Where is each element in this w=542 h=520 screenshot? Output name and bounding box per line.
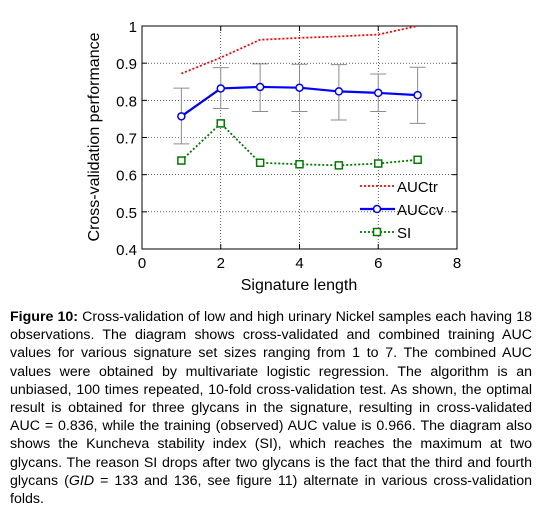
data-point-auccv — [413, 90, 422, 100]
y-tick-label: 0.6 — [116, 168, 137, 185]
grid — [142, 26, 457, 249]
data-point-auccv — [295, 83, 304, 92]
data-point-si — [216, 119, 225, 128]
caption-text: Cross-validation of low and high urinary… — [10, 309, 532, 489]
legend-label-auccv: AUCcv — [397, 202, 444, 219]
figure-caption: Figure 10: Cross-validation of low and h… — [10, 308, 532, 508]
caption-label: Figure 10: — [10, 309, 78, 325]
x-tick-label: 4 — [295, 255, 303, 272]
data-point-si — [413, 155, 422, 165]
x-tick-label: 0 — [138, 255, 146, 272]
data-point-si — [255, 158, 265, 168]
caption-text-end: = 133 and 136, see figure 11) alternate … — [10, 472, 532, 508]
data-point-auccv — [255, 82, 265, 92]
axis-ticks: 0.4 0.5 0.6 0.7 0.8 0.9 1 0 2 4 6 8 — [116, 19, 461, 272]
data-point-auccv — [177, 112, 186, 121]
data-point-si — [295, 160, 304, 169]
x-tick-label: 6 — [374, 255, 382, 272]
data-point-si — [334, 161, 344, 170]
data-point-auccv — [334, 87, 344, 96]
data-point-auccv — [216, 84, 225, 93]
data-point-auccv — [374, 88, 383, 98]
caption-gid: GID — [68, 472, 95, 489]
y-tick-label: 0.7 — [116, 131, 137, 148]
legend-marker-auccv — [372, 204, 382, 214]
legend-marker-si — [372, 227, 382, 237]
x-axis-label: Signature length — [241, 277, 358, 294]
series-layer — [173, 25, 426, 170]
series-line-auctr — [181, 25, 418, 75]
series-line-si — [180, 122, 418, 167]
legend: AUCtr AUCcv SI — [360, 179, 444, 242]
line-chart: 0.4 0.5 0.6 0.7 0.8 0.9 1 0 2 4 6 8 Signature lengt… — [86, 19, 461, 294]
legend-label-auctr: AUCtr — [397, 179, 438, 196]
y-tick-label: 0.4 — [116, 242, 137, 259]
x-tick-label: 8 — [453, 255, 461, 272]
x-tick-label: 2 — [217, 255, 225, 272]
legend-label-si: SI — [397, 225, 411, 242]
data-point-si — [177, 156, 186, 165]
data-point-si — [374, 159, 383, 168]
y-tick-label: 0.5 — [116, 205, 137, 222]
y-tick-label: 0.9 — [116, 56, 137, 73]
y-tick-label: 1 — [129, 19, 137, 36]
y-axis-label: Cross-validation performance — [86, 32, 103, 241]
y-tick-label: 0.8 — [116, 93, 137, 110]
